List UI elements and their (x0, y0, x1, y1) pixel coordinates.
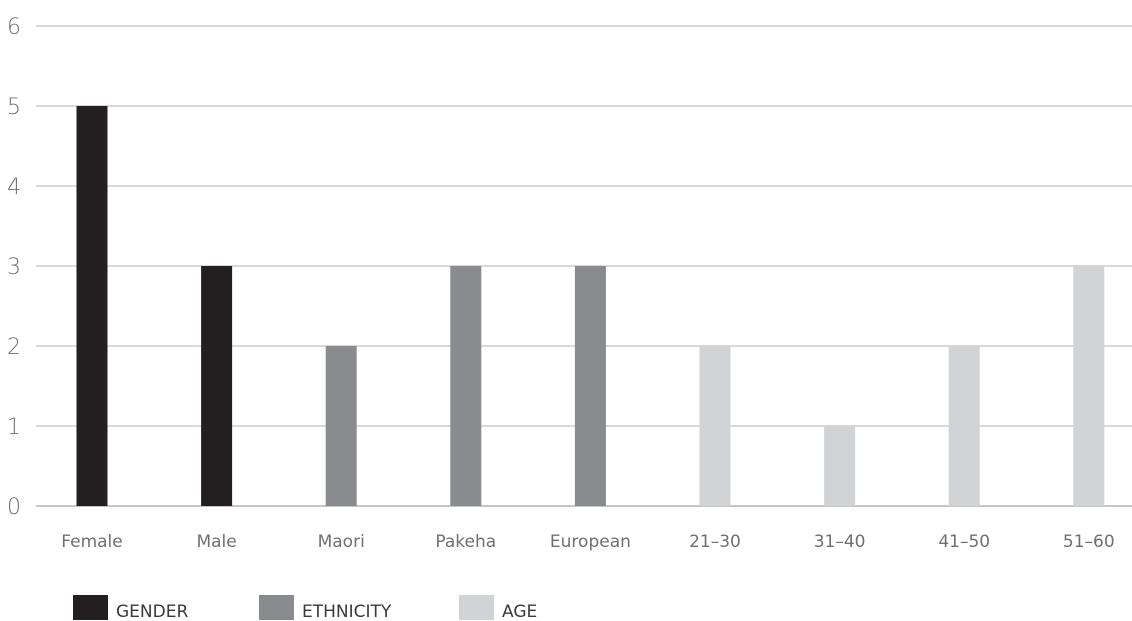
legend-swatch (73, 595, 108, 620)
bar (325, 346, 357, 506)
x-tick-label: Maori (318, 532, 365, 552)
y-tick-label: 2 (7, 335, 21, 360)
y-tick-label: 4 (7, 175, 21, 200)
y-tick-label: 3 (7, 255, 21, 280)
x-tick-label: 51–60 (1063, 532, 1115, 552)
legend-label: AGE (502, 602, 537, 621)
x-tick-label: 31–40 (814, 532, 866, 552)
x-axis-category-labels: Female Male Maori Pakeha European 21–30 31–40 4… (61, 532, 1114, 552)
y-tick-label: 5 (7, 95, 21, 120)
x-tick-label: European (550, 532, 631, 552)
bar (1073, 266, 1105, 506)
bar (201, 266, 233, 506)
x-tick-label: Female (61, 532, 122, 552)
x-tick-label: 41–50 (938, 532, 990, 552)
bars (76, 106, 1105, 506)
y-tick-label: 1 (7, 415, 21, 440)
y-axis-tick-labels: 0 1 2 3 4 5 6 (7, 15, 21, 520)
x-tick-label: Male (196, 532, 236, 552)
y-tick-label: 0 (7, 495, 21, 520)
x-tick-label: Pakeha (435, 532, 496, 552)
legend: GENDER ETHNICITY AGE (73, 595, 537, 621)
x-tick-label: 21–30 (689, 532, 741, 552)
y-tick-label: 6 (7, 15, 21, 40)
bar (76, 106, 108, 506)
legend-swatch (259, 595, 294, 620)
bar (450, 266, 482, 506)
bar (824, 426, 856, 506)
legend-swatch (459, 595, 494, 620)
legend-label: ETHNICITY (302, 602, 392, 621)
legend-label: GENDER (116, 602, 188, 621)
bar (948, 346, 980, 506)
bar (574, 266, 606, 506)
bar (699, 346, 731, 506)
